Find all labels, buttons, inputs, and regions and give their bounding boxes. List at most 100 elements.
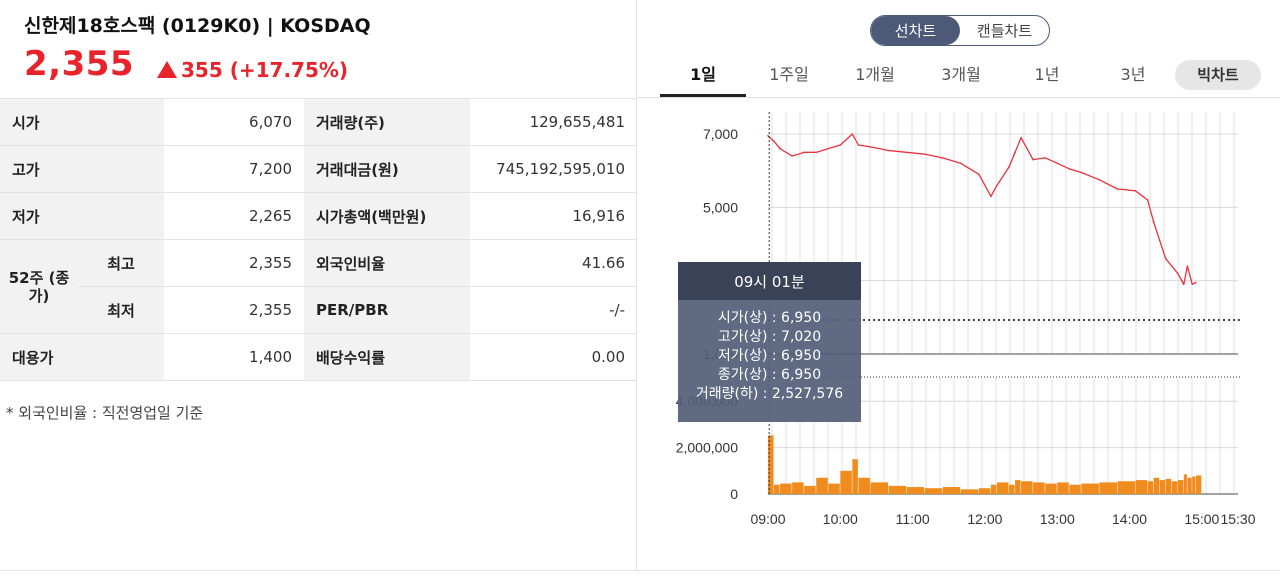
- stat-value: 2,355: [164, 239, 304, 287]
- price-point: [1098, 179, 1101, 181]
- stat-label: 52주 (종가): [0, 239, 78, 334]
- price-point: [887, 149, 890, 152]
- current-price: 2,355: [24, 44, 135, 84]
- price-point: [990, 195, 992, 198]
- bottom-divider: [0, 570, 1280, 571]
- big-chart-button[interactable]: 빅차트: [1175, 60, 1261, 90]
- tooltip-high: 고가(상) : 7,020: [717, 329, 822, 345]
- stat-value: 745,192,595,010: [470, 145, 637, 193]
- y-tick-label: 0: [730, 486, 738, 502]
- volume-bar: [888, 485, 907, 494]
- stat-value: 0.00: [470, 333, 637, 381]
- tab-1month[interactable]: 1개월: [855, 65, 895, 84]
- stat-label: 대용가: [0, 333, 164, 381]
- stat-value: 129,655,481: [470, 98, 637, 146]
- price-point: [815, 151, 818, 154]
- price-point: [827, 147, 830, 150]
- volume-bar: [780, 483, 792, 494]
- price-point: [1152, 221, 1155, 223]
- price-point: [791, 155, 793, 157]
- table-row: 고가 7,200 거래대금(원) 745,192,595,010: [0, 145, 637, 193]
- tab-1day[interactable]: 1일: [660, 60, 746, 97]
- price-point: [923, 153, 926, 155]
- price-point: [1044, 157, 1046, 159]
- volume-bar: [924, 488, 943, 494]
- price-point: [803, 151, 805, 154]
- price-point: [1080, 171, 1083, 174]
- volume-bar: [906, 487, 925, 494]
- price-point: [1056, 162, 1059, 165]
- price-volume-chart[interactable]: 7,0005,0003,0001,0004,000,0002,000,00000…: [638, 98, 1280, 538]
- price-line: [767, 133, 1197, 285]
- volume-bar: [768, 435, 774, 494]
- stat-label: 거래량(주): [304, 98, 470, 146]
- price-point: [1032, 158, 1034, 161]
- price-change: 355 (+17.75%): [157, 58, 348, 82]
- price-point: [905, 151, 908, 154]
- price-point: [1014, 151, 1016, 154]
- stat-label: PER/PBR: [304, 286, 470, 334]
- volume-bar: [942, 487, 961, 494]
- tab-3year[interactable]: 3년: [1120, 65, 1146, 84]
- volume-bar: [1187, 477, 1192, 494]
- volume-bar: [774, 484, 780, 494]
- volume-bar: [870, 482, 889, 494]
- line-chart-toggle[interactable]: 선차트: [871, 16, 960, 45]
- price-point: [1020, 136, 1022, 139]
- volume-bar: [1117, 481, 1136, 494]
- x-tick-label: 12:00: [967, 511, 1002, 527]
- price-point: [773, 140, 775, 143]
- table-row: 최저 2,355 PER/PBR -/-: [0, 286, 637, 334]
- tab-1year[interactable]: 1년: [1034, 65, 1060, 84]
- price-change-text: 355 (+17.75%): [181, 58, 349, 82]
- period-tabs: 1일 1주일 1개월 3개월 1년 3년: [660, 60, 1280, 97]
- price-point: [1008, 166, 1010, 168]
- volume-bar: [996, 482, 1009, 494]
- tooltip-open: 시가(상) : 6,950: [717, 310, 822, 326]
- stat-label: 시가총액(백만원): [304, 192, 470, 240]
- volume-bar: [978, 488, 991, 494]
- stat-value: 2,265: [164, 192, 304, 240]
- x-tick-label: 09:00: [750, 511, 785, 527]
- stat-value: 1,400: [164, 333, 304, 381]
- volume-bar: [1171, 481, 1178, 494]
- volume-bar: [1081, 483, 1099, 494]
- stat-value: 16,916: [470, 192, 637, 240]
- chart-panel: 선차트 캔들차트 1일 1주일 1개월 3개월 1년 3년 빅차트 7,000 5…: [638, 0, 1280, 570]
- tab-3month[interactable]: 3개월: [941, 65, 981, 84]
- price-point: [857, 144, 860, 146]
- stat-value: -/-: [470, 286, 637, 334]
- x-tick-label: 10:00: [823, 511, 858, 527]
- volume-bar: [1135, 480, 1148, 494]
- volume-bar: [1183, 474, 1187, 494]
- price-point: [1195, 281, 1197, 284]
- stat-value: 6,070: [164, 98, 304, 146]
- price-point: [960, 162, 962, 165]
- tab-1week[interactable]: 1주일: [769, 65, 809, 84]
- x-tick-label: 15:00: [1184, 511, 1219, 527]
- volume-bar: [1195, 475, 1202, 494]
- footnote: * 외국인비율 : 직전영업일 기준: [6, 404, 204, 422]
- x-tick-label: 13:00: [1040, 511, 1075, 527]
- candle-chart-toggle[interactable]: 캔들차트: [976, 22, 1033, 40]
- price-point: [1134, 190, 1137, 192]
- price-point: [1170, 265, 1173, 267]
- price-point: [1164, 257, 1167, 260]
- volume-bar: [858, 477, 870, 494]
- price-point: [1158, 239, 1161, 242]
- volume-bar: [990, 484, 997, 494]
- x-tick-label: 11:00: [896, 511, 930, 527]
- stat-label: 거래대금(원): [304, 145, 470, 193]
- price-point: [978, 173, 980, 176]
- stat-label: 최고: [78, 239, 164, 287]
- stat-label: 외국인비율: [304, 239, 470, 287]
- volume-bar: [1099, 482, 1117, 494]
- volume-bar: [1147, 481, 1154, 494]
- table-row: 시가 6,070 거래량(주) 129,655,481: [0, 98, 637, 146]
- volume-bar: [816, 477, 828, 494]
- volume-bar: [1069, 484, 1081, 494]
- volume-bar: [1153, 477, 1160, 494]
- price-point: [1176, 272, 1179, 275]
- stat-value: 2,355: [164, 286, 304, 334]
- volume-bar: [1177, 480, 1184, 494]
